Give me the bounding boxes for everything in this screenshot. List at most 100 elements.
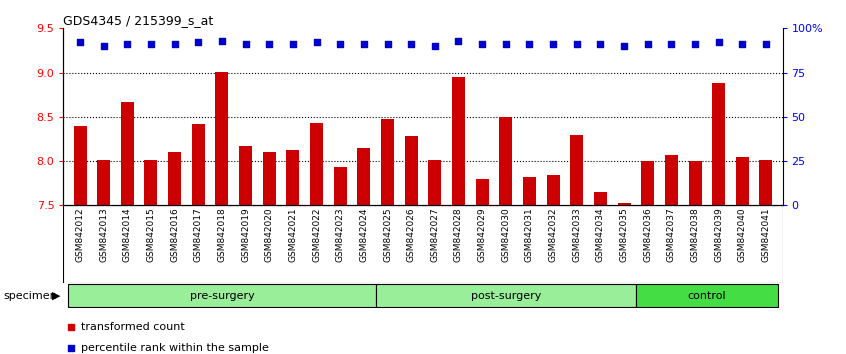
Bar	[760, 160, 772, 205]
Point	[570, 41, 584, 47]
Bar	[712, 83, 725, 205]
Point	[239, 41, 252, 47]
Text: ▶: ▶	[52, 291, 61, 301]
Point	[381, 41, 394, 47]
Bar	[665, 155, 678, 205]
Bar	[499, 117, 513, 205]
Text: specimen: specimen	[3, 291, 58, 301]
Text: GSM842035: GSM842035	[619, 208, 629, 262]
Point	[286, 41, 299, 47]
Text: GSM842033: GSM842033	[572, 208, 581, 262]
Bar	[287, 150, 299, 205]
FancyBboxPatch shape	[636, 284, 777, 308]
Point	[475, 41, 489, 47]
Point	[120, 41, 134, 47]
FancyBboxPatch shape	[376, 284, 636, 308]
Text: GSM842041: GSM842041	[761, 208, 771, 262]
Point	[665, 41, 678, 47]
Bar	[145, 160, 157, 205]
Text: GSM842031: GSM842031	[525, 208, 534, 262]
Bar	[547, 175, 559, 205]
Text: GSM842038: GSM842038	[690, 208, 700, 262]
Bar	[689, 161, 701, 205]
Point	[641, 41, 655, 47]
Text: GSM842016: GSM842016	[170, 208, 179, 262]
Point	[191, 40, 205, 45]
Text: GSM842017: GSM842017	[194, 208, 203, 262]
Text: GSM842015: GSM842015	[146, 208, 156, 262]
Text: GDS4345 / 215399_s_at: GDS4345 / 215399_s_at	[63, 14, 214, 27]
Point	[594, 41, 607, 47]
Bar	[475, 179, 489, 205]
Point	[452, 38, 465, 44]
Point	[63, 346, 78, 351]
Bar	[333, 167, 347, 205]
Point	[523, 41, 536, 47]
Bar	[263, 152, 276, 205]
Text: GSM842020: GSM842020	[265, 208, 274, 262]
Text: GSM842014: GSM842014	[123, 208, 132, 262]
Bar	[216, 72, 228, 205]
Point	[404, 41, 418, 47]
Text: control: control	[688, 291, 726, 301]
Text: GSM842027: GSM842027	[431, 208, 439, 262]
Point	[63, 324, 78, 330]
Point	[428, 43, 442, 49]
Text: GSM842034: GSM842034	[596, 208, 605, 262]
Bar	[523, 177, 536, 205]
Text: GSM842019: GSM842019	[241, 208, 250, 262]
Bar	[618, 202, 630, 205]
Point	[357, 41, 371, 47]
Text: pre-surgery: pre-surgery	[190, 291, 255, 301]
Point	[759, 41, 772, 47]
Bar	[452, 77, 465, 205]
Text: GSM842040: GSM842040	[738, 208, 747, 262]
Point	[144, 41, 157, 47]
FancyBboxPatch shape	[69, 284, 376, 308]
Bar	[192, 124, 205, 205]
Text: percentile rank within the sample: percentile rank within the sample	[81, 343, 269, 353]
Bar	[594, 192, 607, 205]
Point	[168, 41, 181, 47]
Text: GSM842039: GSM842039	[714, 208, 723, 262]
Text: GSM842036: GSM842036	[643, 208, 652, 262]
Bar	[310, 123, 323, 205]
Text: GSM842022: GSM842022	[312, 208, 321, 262]
Text: GSM842023: GSM842023	[336, 208, 344, 262]
Bar	[736, 156, 749, 205]
Bar	[381, 119, 394, 205]
Bar	[74, 126, 86, 205]
Point	[499, 41, 513, 47]
Text: GSM842021: GSM842021	[288, 208, 298, 262]
Point	[547, 41, 560, 47]
Text: post-surgery: post-surgery	[470, 291, 541, 301]
Text: GSM842013: GSM842013	[99, 208, 108, 262]
Point	[310, 40, 323, 45]
Bar	[168, 152, 181, 205]
Bar	[121, 102, 134, 205]
Bar	[428, 160, 442, 205]
Text: GSM842026: GSM842026	[407, 208, 415, 262]
Text: GSM842028: GSM842028	[454, 208, 463, 262]
Text: GSM842032: GSM842032	[548, 208, 558, 262]
Point	[712, 40, 726, 45]
Bar	[97, 160, 110, 205]
Text: GSM842030: GSM842030	[502, 208, 510, 262]
Bar	[357, 148, 371, 205]
Bar	[239, 146, 252, 205]
Text: GSM842025: GSM842025	[383, 208, 392, 262]
Point	[97, 43, 111, 49]
Text: GSM842012: GSM842012	[75, 208, 85, 262]
Point	[333, 41, 347, 47]
Text: transformed count: transformed count	[81, 322, 185, 332]
Text: GSM842029: GSM842029	[478, 208, 486, 262]
Bar	[404, 136, 418, 205]
Point	[735, 41, 749, 47]
Point	[689, 41, 702, 47]
Point	[215, 38, 228, 44]
Point	[618, 43, 631, 49]
Point	[74, 40, 87, 45]
Text: GSM842018: GSM842018	[217, 208, 227, 262]
Bar	[641, 161, 654, 205]
Text: GSM842037: GSM842037	[667, 208, 676, 262]
